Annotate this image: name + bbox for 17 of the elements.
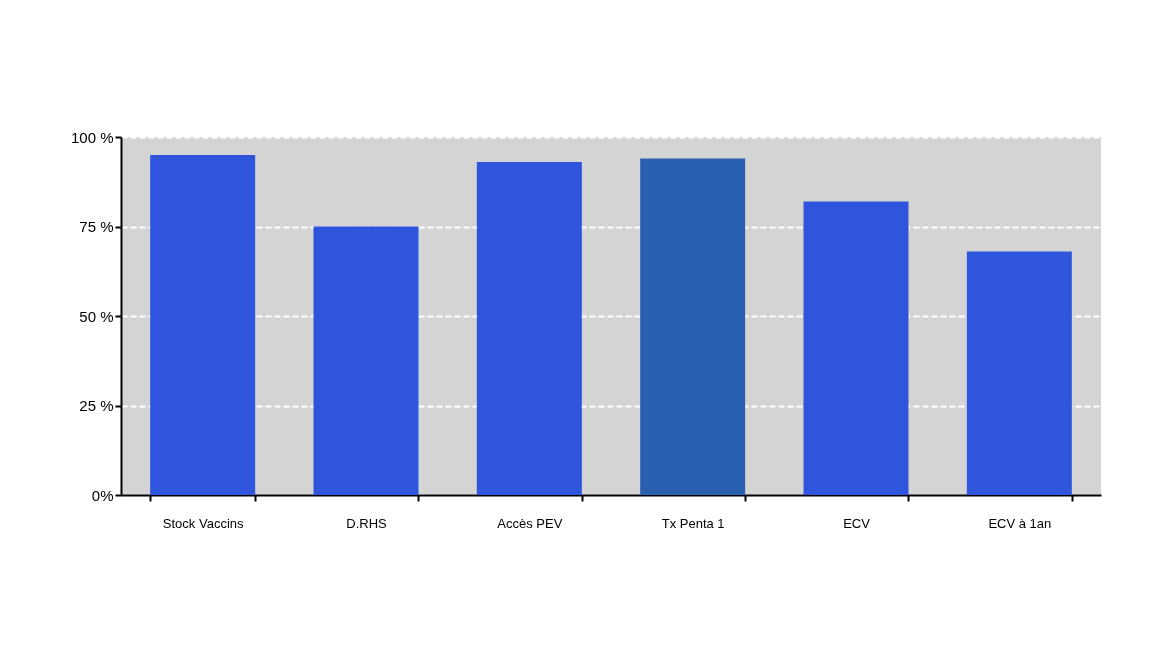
y-tick-label: 100 %	[70, 128, 114, 146]
x-tick-label: ECV	[843, 515, 871, 531]
bar	[150, 154, 256, 495]
bar	[966, 251, 1072, 495]
bar	[803, 201, 909, 495]
x-tick-label: Tx Penta 1	[661, 515, 725, 531]
y-tick-label: 75 %	[79, 218, 114, 235]
x-tick-label: Stock Vaccins	[162, 515, 244, 531]
bar	[476, 162, 582, 495]
x-tick-label: D.RHS	[346, 515, 388, 531]
bar	[313, 226, 419, 495]
y-tick-label: 25 %	[79, 397, 114, 414]
x-tick-label: Accès PEV	[497, 515, 563, 531]
x-tick-label: ECV à 1an	[988, 515, 1052, 531]
bar	[640, 158, 746, 495]
y-tick-label: 50 %	[79, 307, 114, 325]
y-tick-label: 0%	[91, 486, 114, 504]
